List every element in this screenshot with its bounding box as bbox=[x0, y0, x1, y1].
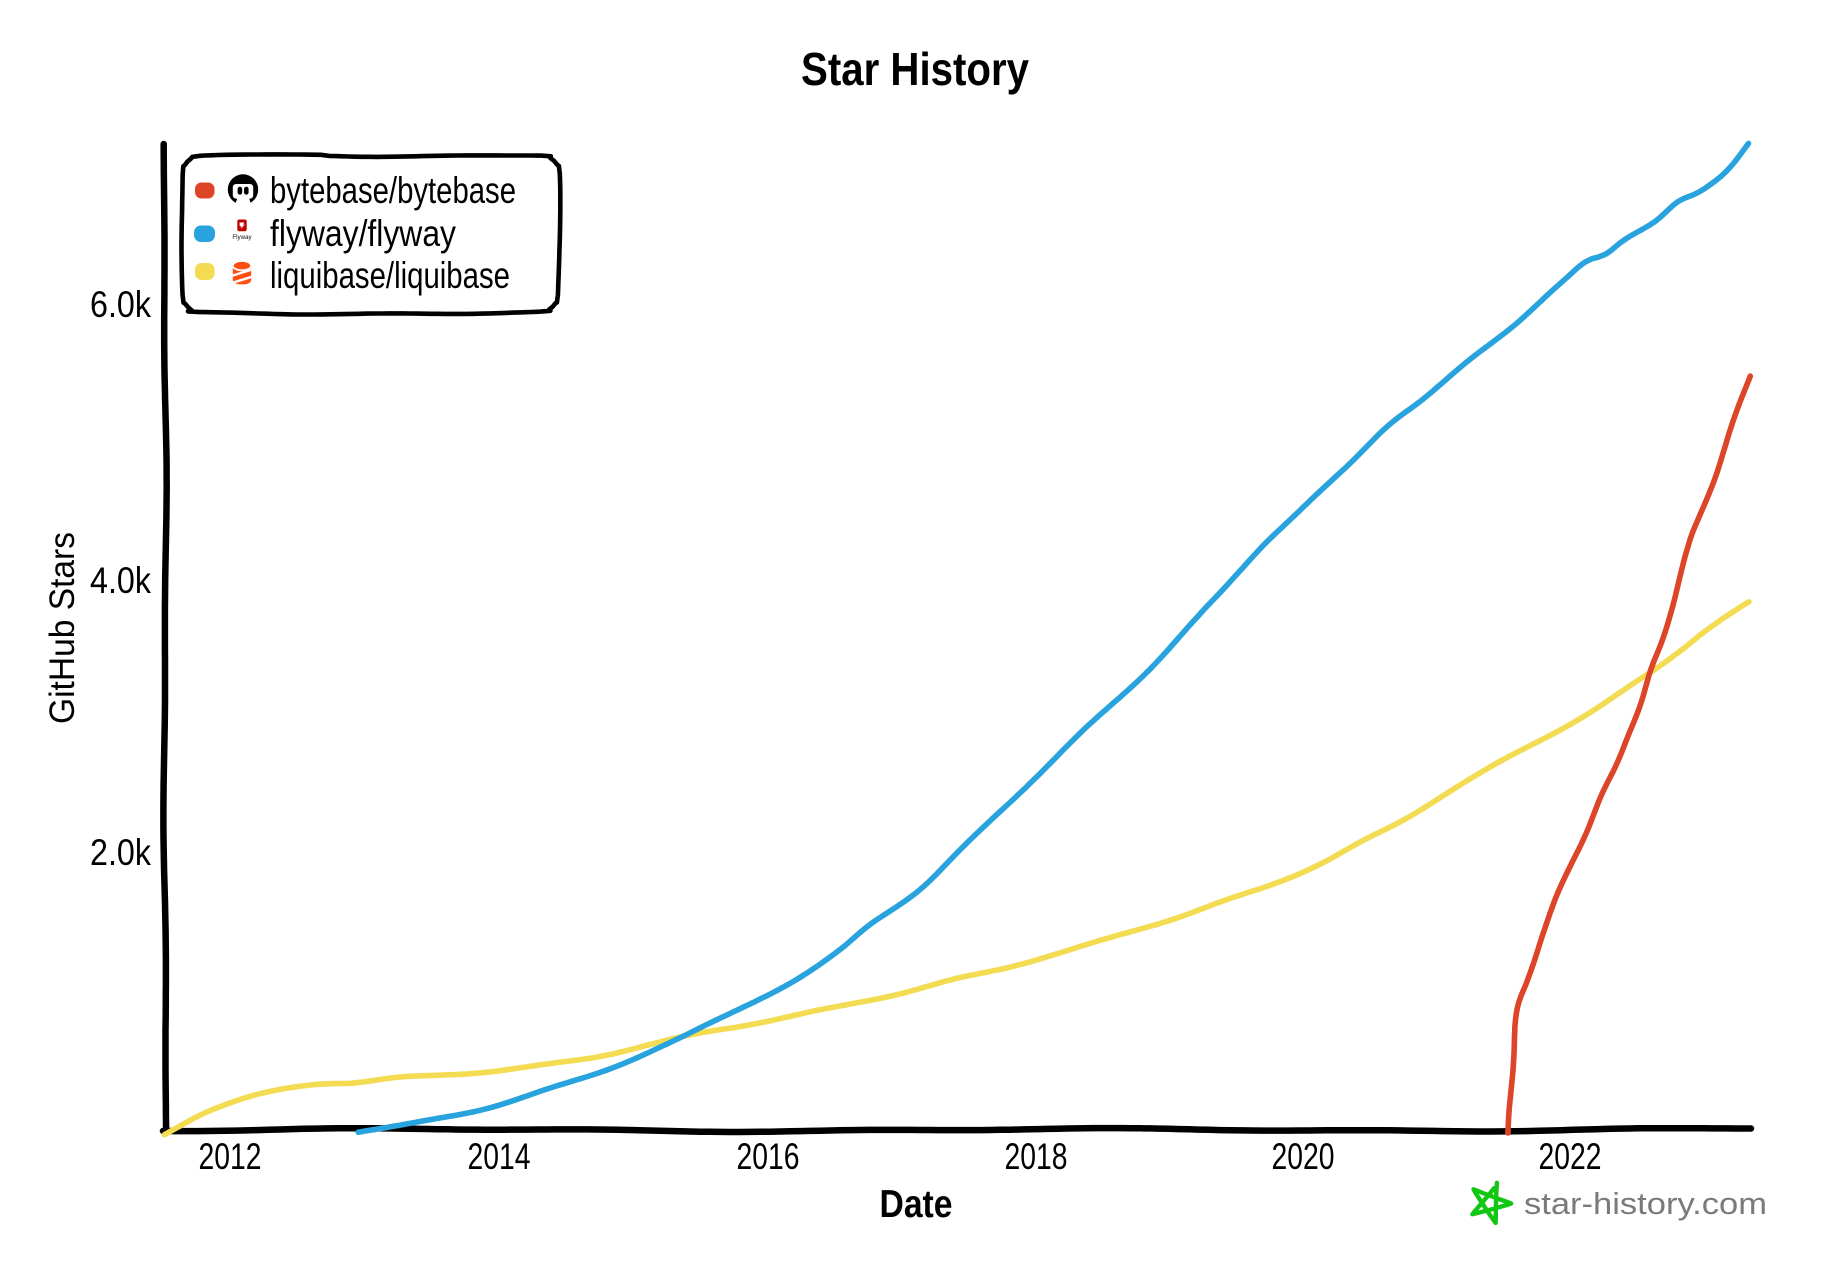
svg-text:2.0k: 2.0k bbox=[90, 832, 151, 873]
svg-text:6.0k: 6.0k bbox=[90, 284, 151, 325]
svg-text:liquibase/liquibase: liquibase/liquibase bbox=[270, 255, 510, 296]
svg-text:Flyway: Flyway bbox=[232, 234, 252, 241]
svg-text:2018: 2018 bbox=[1005, 1136, 1068, 1177]
svg-text:Star History: Star History bbox=[801, 43, 1029, 95]
svg-text:Date: Date bbox=[880, 1183, 953, 1226]
svg-text:2012: 2012 bbox=[199, 1136, 262, 1177]
svg-text:2022: 2022 bbox=[1539, 1136, 1602, 1177]
svg-text:2016: 2016 bbox=[737, 1136, 800, 1177]
svg-text:flyway/flyway: flyway/flyway bbox=[270, 213, 456, 254]
svg-text:2014: 2014 bbox=[468, 1136, 531, 1177]
svg-text:2020: 2020 bbox=[1272, 1136, 1335, 1177]
svg-text:GitHub Stars: GitHub Stars bbox=[43, 532, 82, 724]
svg-text:4.0k: 4.0k bbox=[90, 560, 151, 601]
svg-text:star-history.com: star-history.com bbox=[1524, 1186, 1767, 1221]
svg-text:bytebase/bytebase: bytebase/bytebase bbox=[270, 170, 516, 211]
